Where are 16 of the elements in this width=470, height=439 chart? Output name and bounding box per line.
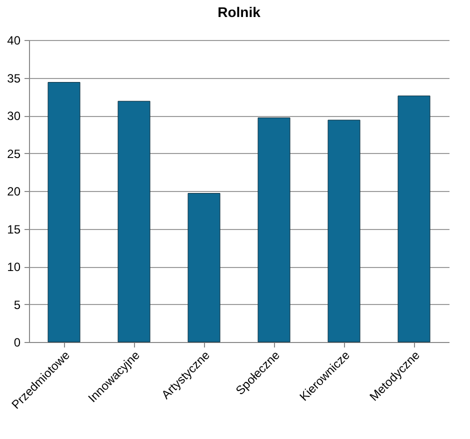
bar <box>328 120 360 342</box>
bar <box>188 193 220 342</box>
bar <box>118 100 150 342</box>
y-tick-label: 20 <box>7 184 21 198</box>
y-tick-label: 10 <box>7 260 21 274</box>
y-tick-label: 5 <box>14 298 21 312</box>
bar <box>398 96 430 342</box>
y-tick-label: 35 <box>7 71 21 86</box>
y-tick-label: 0 <box>14 336 21 350</box>
bar <box>48 82 80 342</box>
y-tick-label: 25 <box>7 146 21 161</box>
y-tick-label: 30 <box>7 109 21 123</box>
y-tick-label: 40 <box>7 34 21 48</box>
y-tick-label: 15 <box>7 222 21 236</box>
bar <box>258 118 290 342</box>
chart-title: Rolnik <box>218 4 261 20</box>
